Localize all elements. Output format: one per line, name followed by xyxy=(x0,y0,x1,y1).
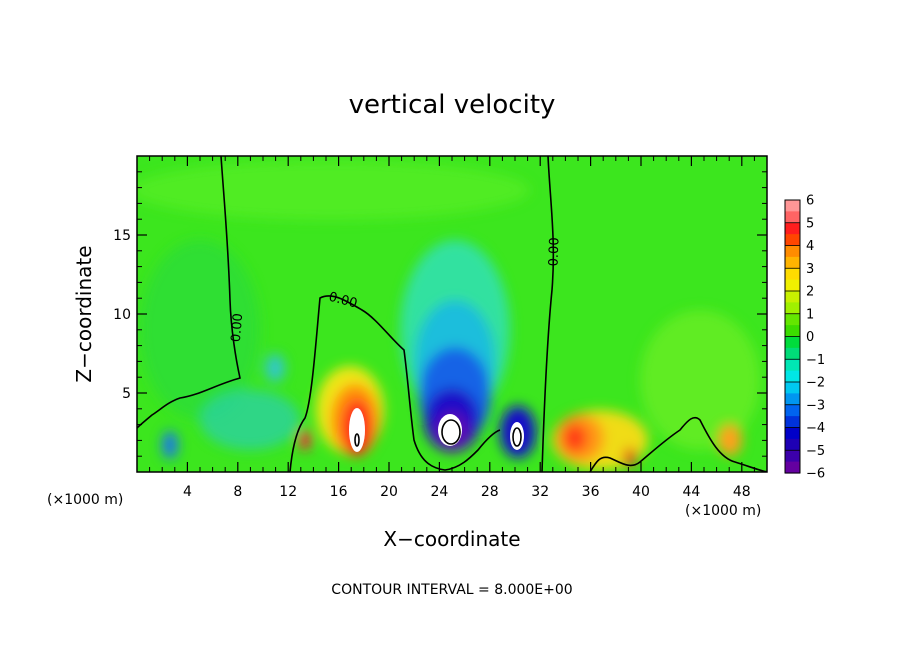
updraft-core-left xyxy=(349,408,365,452)
field-region-red-small xyxy=(299,430,311,450)
x-tick-label: 40 xyxy=(632,484,650,500)
x-tick-label: 48 xyxy=(733,484,751,500)
colorbar-segment xyxy=(785,234,800,247)
x-unit-right: (×1000 m) xyxy=(685,503,761,519)
colorbar-tick-label: −3 xyxy=(806,398,825,413)
contour-core-right xyxy=(512,427,522,447)
field-region-right-red xyxy=(563,424,587,452)
colorbar-segment xyxy=(785,347,800,360)
field-region-far-right-orange xyxy=(718,424,742,456)
field-region-red-dot xyxy=(624,448,636,468)
colorbar-tick-label: 5 xyxy=(806,216,814,231)
colorbar-segment xyxy=(785,393,800,406)
colorbar-tick-label: 6 xyxy=(806,194,814,209)
colorbar-segment xyxy=(785,211,800,224)
colorbar-segment xyxy=(785,222,800,235)
zero-contour-middle xyxy=(289,295,501,472)
colorbar-tick-label: −2 xyxy=(806,376,825,391)
chart-title: vertical velocity xyxy=(349,90,556,120)
colorbar-tick-label: −5 xyxy=(806,444,825,459)
colorbar-segment xyxy=(785,336,800,349)
colorbar-segment xyxy=(785,302,800,315)
y-tick-label: 5 xyxy=(122,386,131,402)
x-tick-label: 12 xyxy=(279,484,297,500)
colorbar-segment xyxy=(785,256,800,269)
colorbar-segment xyxy=(785,427,800,440)
x-axis-label: X−coordinate xyxy=(383,527,520,551)
zero-contour-left xyxy=(137,156,241,429)
x-tick-label: 36 xyxy=(582,484,600,500)
x-tick-label: 24 xyxy=(430,484,448,500)
x-unit-left: (×1000 m) xyxy=(47,492,123,508)
colorbar-segment xyxy=(785,461,800,474)
x-tick-label: 32 xyxy=(531,484,549,500)
field-region-left-cyan xyxy=(200,390,300,450)
x-tick-label: 8 xyxy=(233,484,242,500)
contour-label-middle: 0.00 xyxy=(327,290,359,312)
field-region-upper-light xyxy=(137,160,530,220)
colorbar-segment xyxy=(785,279,800,292)
plot-area xyxy=(137,156,767,472)
contour-interval-note: CONTOUR INTERVAL = 8.000E+00 xyxy=(331,582,572,598)
zero-contours xyxy=(137,156,767,472)
colorbar-segment xyxy=(785,325,800,338)
colorbar-tick-label: −4 xyxy=(806,421,825,436)
colorbar-segment xyxy=(785,370,800,383)
contour-label-left: 0.00 xyxy=(229,313,246,343)
velocity-field xyxy=(137,160,760,470)
colorbar-segment xyxy=(785,200,800,212)
colorbar-segment xyxy=(785,245,800,258)
x-tick-label: 44 xyxy=(682,484,700,500)
colorbar-segment xyxy=(785,359,800,372)
field-region-lower-left-blue xyxy=(162,431,178,459)
colorbar: 6 5 4 3 2 1 0 −1 −2 −3 −4 −5 −6 xyxy=(784,194,825,482)
x-tick-label: 16 xyxy=(330,484,348,500)
colorbar-segment xyxy=(785,268,800,281)
field-region-small-cyan xyxy=(265,354,285,382)
x-tick-label: 4 xyxy=(183,484,192,500)
x-tick-label: 28 xyxy=(481,484,499,500)
x-tick-label: 20 xyxy=(380,484,398,500)
colorbar-tick-label: 1 xyxy=(806,307,814,322)
contour-label-right: 0.00 xyxy=(547,237,563,266)
colorbar-tick-label: −1 xyxy=(806,353,825,368)
colorbar-tick-label: 3 xyxy=(806,262,814,277)
colorbar-tick-label: −6 xyxy=(806,467,825,482)
zero-contour-right xyxy=(541,156,555,472)
colorbar-segment xyxy=(785,438,800,451)
y-axis-label: Z−coordinate xyxy=(72,245,96,382)
y-tick-label: 10 xyxy=(113,307,131,323)
contour-core-left xyxy=(354,433,360,447)
contour-core-center xyxy=(441,419,461,445)
y-tick-label: 15 xyxy=(113,228,131,244)
colorbar-tick-label: 2 xyxy=(806,285,814,300)
colorbar-segment xyxy=(785,382,800,394)
colorbar-segment xyxy=(785,313,800,326)
colorbar-segment xyxy=(785,404,800,417)
field-region-far-right-light xyxy=(640,310,760,450)
colorbar-tick-label: 0 xyxy=(806,330,814,345)
colorbar-segment xyxy=(785,416,800,429)
x-axis-ticks: 4 8 12 16 20 24 28 32 36 40 44 48 xyxy=(149,156,755,500)
colorbar-segment xyxy=(785,291,800,303)
colorbar-segment xyxy=(785,450,800,463)
y-axis-ticks: 5 10 15 xyxy=(113,171,767,457)
zero-contour-right-lower xyxy=(589,416,767,472)
colorbar-tick-label: 4 xyxy=(806,239,814,254)
